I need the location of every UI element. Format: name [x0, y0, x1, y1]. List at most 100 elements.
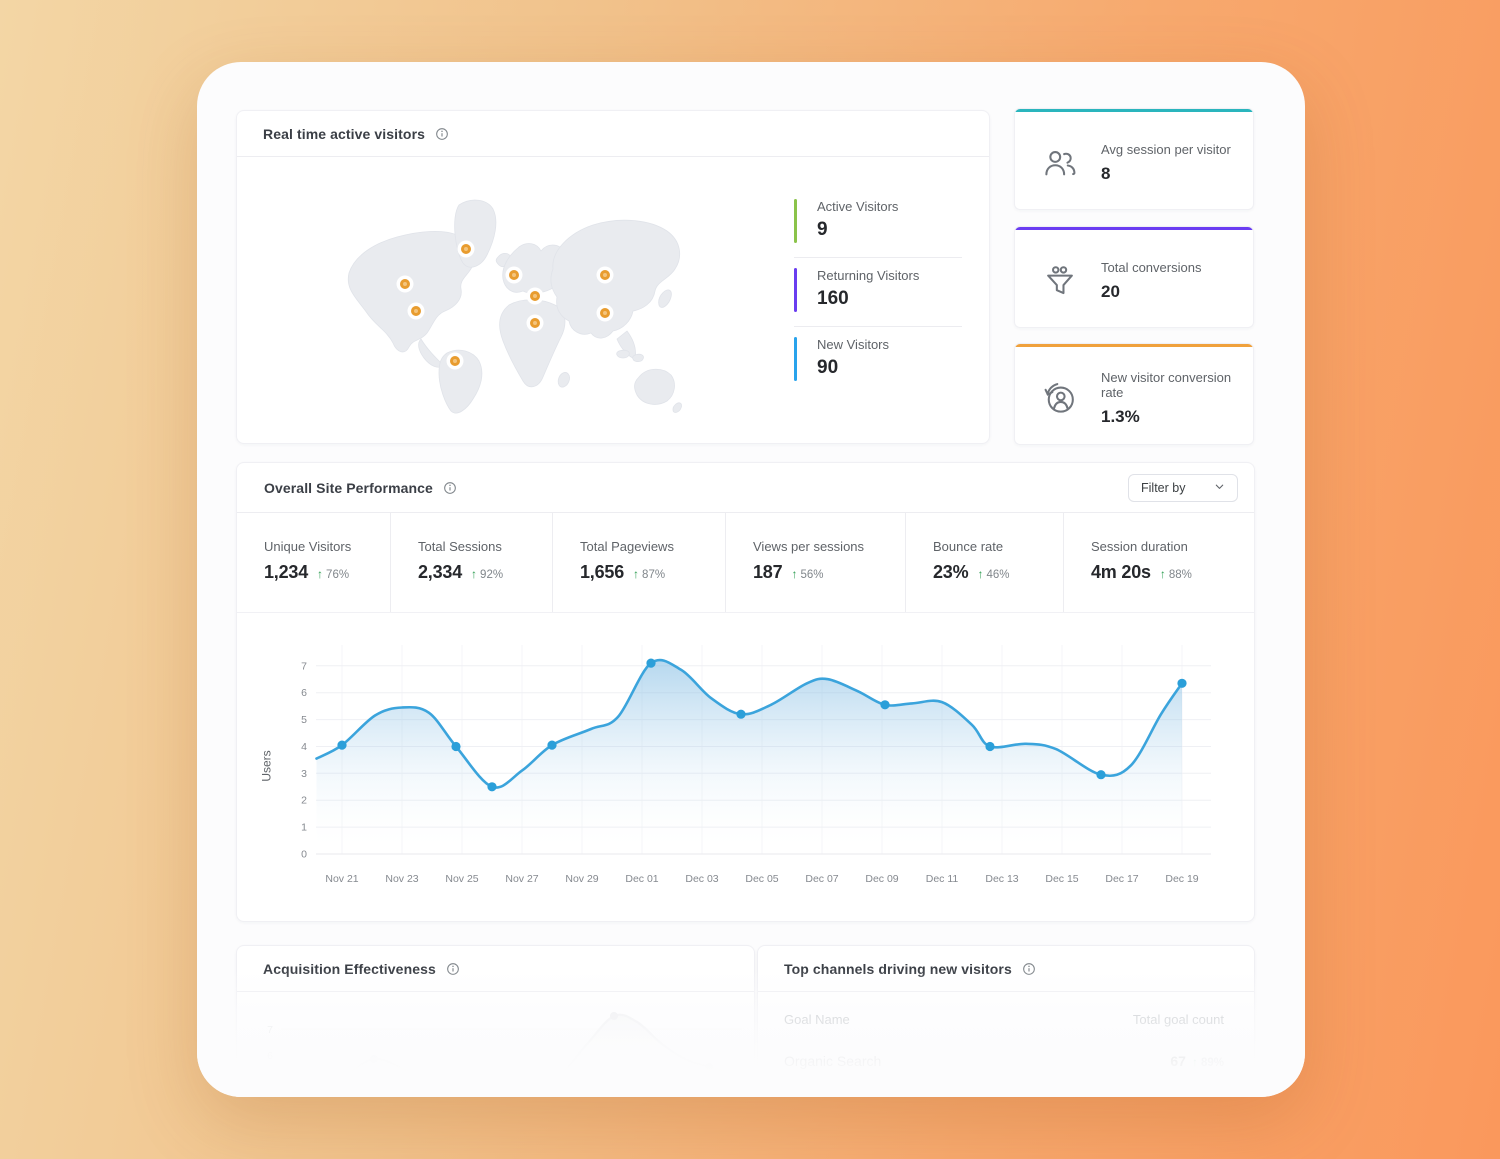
channels-panel-title: Top channels driving new visitors — [784, 960, 1012, 977]
realtime-panel-title: Real time active visitors — [263, 125, 426, 142]
kpi-card-total-conversions: Total conversions 20 — [1014, 226, 1254, 328]
visitors-legend: Active Visitors 9 Returning Visitors 160… — [794, 189, 962, 395]
svg-text:4: 4 — [301, 741, 307, 753]
stat-delta: 87% — [642, 569, 666, 581]
kpi-label: Avg session per visitor — [1101, 142, 1231, 157]
channel-count: 67 — [1170, 1053, 1186, 1069]
info-icon[interactable] — [446, 962, 460, 976]
legend-item-returning-visitors: Returning Visitors 160 — [794, 258, 962, 326]
users-area-chart: Users 0 1 2 3 4 5 6 7 Nov 21 Nov 23 Nov 25 Nov 27 No… — [237, 613, 1254, 921]
legend-color-bar — [794, 337, 797, 381]
acquisition-panel-title: Acquisition Effectiveness — [263, 960, 436, 977]
stat-value: 1,234 — [264, 562, 309, 582]
col-goal-name: Goal Name — [784, 1012, 850, 1027]
stat-delta: 46% — [986, 569, 1010, 581]
stat-total-pageviews: Total Pageviews 1,656 87% — [553, 513, 726, 612]
svg-text:5: 5 — [301, 714, 307, 726]
stat-value: 4m 20s — [1091, 562, 1151, 582]
info-icon[interactable] — [435, 127, 449, 141]
kpi-label: New visitor conversion rate — [1101, 369, 1232, 400]
stat-delta: 88% — [1168, 569, 1192, 581]
stat-bounce-rate: Bounce rate 23% 46% — [906, 513, 1064, 612]
legend-item-active-visitors: Active Visitors 9 — [794, 189, 962, 257]
stat-delta: 92% — [480, 569, 504, 581]
svg-text:1: 1 — [301, 822, 307, 834]
svg-text:3: 3 — [301, 768, 307, 780]
trend-up-icon — [977, 567, 983, 581]
svg-text:Dec 09: Dec 09 — [865, 873, 898, 885]
trend-up-icon — [633, 567, 639, 581]
channels-table-header: Goal Name Total goal count — [758, 992, 1254, 1027]
trend-up-icon — [791, 567, 797, 581]
legend-color-bar — [794, 268, 797, 312]
stat-label: Total Sessions — [418, 539, 502, 554]
performance-panel-title: Overall Site Performance — [264, 479, 433, 496]
stat-unique-visitors: Unique Visitors 1,234 76% — [237, 513, 391, 612]
kpi-value: 1.3% — [1101, 406, 1140, 426]
stat-value: 187 — [753, 562, 783, 582]
svg-text:Dec 01: Dec 01 — [625, 873, 658, 885]
svg-text:2: 2 — [301, 795, 307, 807]
svg-text:Nov 29: Nov 29 — [565, 873, 598, 885]
legend-label: Returning Visitors — [817, 268, 920, 283]
stat-label: Total Pageviews — [580, 539, 674, 554]
funnel-icon — [1041, 262, 1079, 300]
chevron-down-icon — [1214, 481, 1225, 495]
site-performance-panel: Overall Site Performance Filter by Uniqu… — [236, 462, 1255, 922]
svg-text:7: 7 — [267, 1024, 273, 1036]
info-icon[interactable] — [1022, 962, 1036, 976]
kpi-card-avg-session: Avg session per visitor 8 — [1014, 108, 1254, 210]
person-refresh-icon — [1041, 379, 1079, 417]
people-icon — [1041, 144, 1079, 182]
performance-stats-row: Unique Visitors 1,234 76% Total Sessions … — [237, 513, 1254, 613]
world-map — [331, 181, 691, 421]
legend-value: 90 — [817, 357, 839, 378]
trend-up-icon — [471, 567, 477, 581]
svg-text:Dec 05: Dec 05 — [745, 873, 778, 885]
legend-divider — [794, 257, 962, 258]
performance-panel-header: Overall Site Performance Filter by — [237, 463, 1254, 513]
legend-color-bar — [794, 199, 797, 243]
stat-label: Session duration — [1091, 539, 1188, 554]
stat-delta: 56% — [800, 569, 824, 581]
legend-label: New Visitors — [817, 337, 890, 352]
svg-text:Dec 07: Dec 07 — [805, 873, 838, 885]
faded-mini-chart: 76 — [267, 1012, 756, 1097]
filter-by-label: Filter by — [1141, 480, 1186, 495]
kpi-accent-bar — [1015, 227, 1253, 230]
visitor-marker-canada — [399, 279, 410, 290]
stat-value: 1,656 — [580, 562, 625, 582]
stat-label: Views per sessions — [753, 539, 865, 554]
realtime-panel-header: Real time active visitors — [237, 111, 989, 157]
svg-text:Nov 27: Nov 27 — [505, 873, 538, 885]
trend-up-icon — [1192, 1055, 1198, 1069]
info-icon[interactable] — [443, 481, 457, 495]
channels-panel-header: Top channels driving new visitors — [758, 946, 1254, 992]
stat-label: Bounce rate — [933, 539, 1004, 554]
svg-text:Nov 21: Nov 21 — [325, 873, 358, 885]
visitor-marker-north-europe — [508, 269, 519, 280]
visitor-marker-brazil — [450, 356, 461, 366]
stat-total-sessions: Total Sessions 2,334 92% — [391, 513, 553, 612]
stat-value: 23% — [933, 562, 969, 582]
stat-value: 2,334 — [418, 562, 463, 582]
kpi-card-new-visitor-rate: New visitor conversion rate 1.3% — [1014, 343, 1254, 445]
svg-text:6: 6 — [301, 687, 307, 699]
filter-by-dropdown[interactable]: Filter by — [1128, 473, 1238, 502]
kpi-label: Total conversions — [1101, 260, 1202, 275]
visitor-marker-greenland — [461, 244, 471, 255]
visitor-marker-russia — [599, 269, 610, 280]
channel-name: Organic Search — [784, 1053, 882, 1069]
svg-text:6: 6 — [267, 1050, 273, 1062]
svg-text:Nov 25: Nov 25 — [445, 873, 478, 885]
trend-up-icon — [1160, 567, 1166, 581]
kpi-accent-bar — [1015, 109, 1253, 112]
svg-text:7: 7 — [301, 660, 307, 672]
legend-label: Active Visitors — [817, 199, 899, 214]
visitor-marker-central-europe — [530, 291, 541, 302]
top-channels-panel: Top channels driving new visitors Goal N… — [757, 945, 1255, 1097]
kpi-value: 20 — [1101, 282, 1120, 301]
world-map-svg — [347, 199, 682, 414]
stat-delta: 76% — [326, 569, 350, 581]
